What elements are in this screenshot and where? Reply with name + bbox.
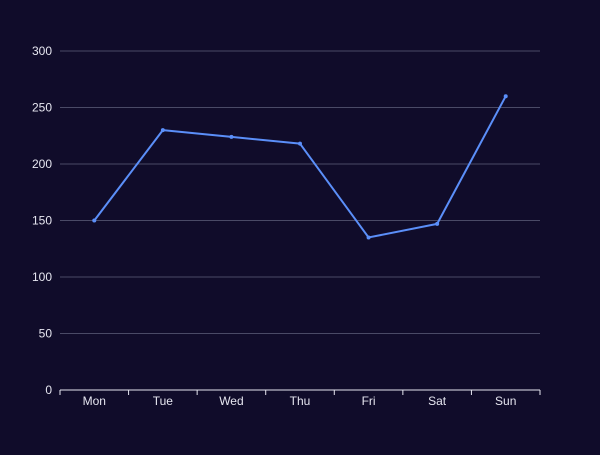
x-tick-label: Fri (362, 394, 376, 408)
y-axis-tick-labels: 0 50 100 150 200 250 300 (32, 44, 52, 397)
y-tick-label: 300 (32, 44, 52, 58)
x-axis (59, 389, 541, 395)
series-layer (92, 94, 508, 240)
x-tick-label: Wed (219, 394, 243, 408)
x-tick-label: Sat (428, 394, 447, 408)
data-point (503, 94, 508, 99)
y-tick-label: 250 (32, 101, 52, 115)
x-tick-label: Sun (495, 394, 516, 408)
x-tick-label: Mon (83, 394, 106, 408)
y-tick-label: 200 (32, 157, 52, 171)
y-tick-label: 100 (32, 270, 52, 284)
data-point (229, 134, 234, 139)
series-line (93, 95, 507, 239)
data-point (298, 141, 302, 146)
y-tick-label: 150 (32, 214, 52, 228)
x-axis-tick-labels: Mon Tue Wed Thu Fri Sat Sun (83, 394, 517, 408)
data-point (435, 221, 440, 226)
x-tick-label: Thu (290, 394, 311, 408)
x-tick-label: Tue (153, 394, 174, 408)
y-tick-label: 50 (39, 327, 53, 341)
data-point (160, 128, 165, 133)
grid-lines (60, 50, 540, 334)
y-tick-label: 0 (45, 383, 52, 397)
data-point (92, 218, 97, 223)
data-point (366, 235, 371, 240)
